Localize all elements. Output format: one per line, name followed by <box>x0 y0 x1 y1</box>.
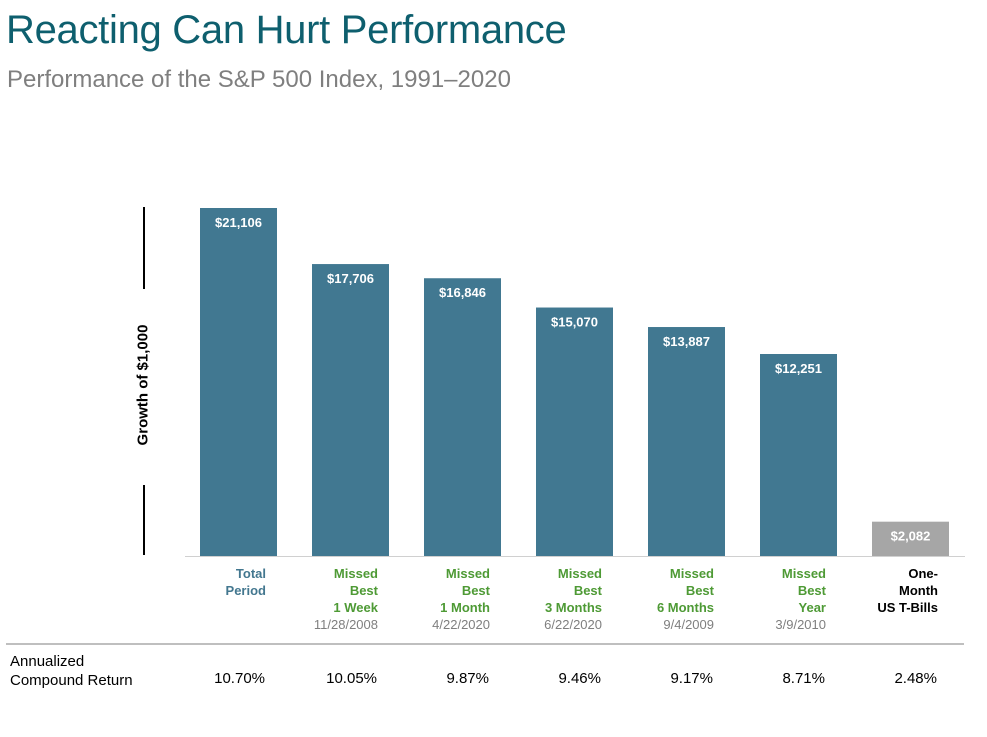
category-label-5-line-3: 6 Months <box>656 600 714 615</box>
category-label-4: Missed Best 3 Months 6/22/2020 <box>482 565 602 633</box>
bar-6 <box>760 354 837 556</box>
annualized-return-6: 8.71% <box>782 670 825 687</box>
category-label-1-line-2: Period <box>225 583 266 598</box>
category-label-4-line-1: Missed <box>557 566 602 581</box>
bar-chart: $21,106 $17,706 $16,846 $15,070 $13,887 $12,2… <box>185 208 965 557</box>
category-label-4-line-2: Best <box>573 583 602 598</box>
category-label-1: Total Period <box>146 565 266 599</box>
bar-7 <box>872 521 949 556</box>
category-label-4-line-3: 3 Months <box>544 600 602 615</box>
category-label-3-line-1: Missed <box>445 566 490 581</box>
page-title: Reacting Can Hurt Performance <box>6 8 567 52</box>
category-date-2: 11/28/2008 <box>313 617 378 632</box>
category-label-7: One- Month US T-Bills <box>818 565 938 616</box>
annualized-label: Annualized Compound Return <box>10 652 133 690</box>
annualized-return-5: 9.17% <box>670 670 713 687</box>
bar-value-label-1: $21,106 <box>215 215 262 230</box>
bar-4 <box>536 307 613 556</box>
divider-line <box>6 643 964 645</box>
category-label-2-line-2: Best <box>349 583 378 598</box>
bar-2 <box>312 264 389 556</box>
category-label-6-line-3: Year <box>798 600 826 615</box>
category-label-1-line-1: Total <box>235 566 266 581</box>
category-date-6: 3/9/2010 <box>775 617 826 632</box>
annualized-return-2: 10.05% <box>326 670 377 687</box>
annualized-return-7: 2.48% <box>894 670 937 687</box>
bar-value-label-6: $12,251 <box>775 361 822 376</box>
annualized-label-line-1: Annualized <box>10 653 85 670</box>
category-label-7-line-3: US T-Bills <box>877 600 938 615</box>
category-label-7-line-1: One- <box>908 566 938 581</box>
bar-value-label-2: $17,706 <box>327 271 374 286</box>
annualized-return-4: 9.46% <box>558 670 601 687</box>
annualized-return-1: 10.70% <box>214 670 265 687</box>
category-label-2: Missed Best 1 Week 11/28/2008 <box>258 565 378 633</box>
category-label-2-line-1: Missed <box>333 566 378 581</box>
category-date-3: 4/22/2020 <box>432 617 490 632</box>
category-label-2-line-3: 1 Week <box>333 600 378 615</box>
category-label-7-line-2: Month <box>899 583 938 598</box>
category-label-6-line-1: Missed <box>781 566 826 581</box>
category-label-3-line-2: Best <box>461 583 490 598</box>
category-label-5-line-2: Best <box>685 583 714 598</box>
bar-value-label-3: $16,846 <box>439 285 486 300</box>
bar-1 <box>200 208 277 556</box>
category-label-5-line-1: Missed <box>669 566 714 581</box>
category-date-4: 6/22/2020 <box>544 617 602 632</box>
bar-value-label-7: $2,082 <box>891 529 931 544</box>
category-label-3-line-3: 1 Month <box>440 600 490 615</box>
bar-value-label-5: $13,887 <box>663 334 710 349</box>
bar-value-label-4: $15,070 <box>551 315 598 330</box>
y-axis-bracket-top <box>143 207 145 289</box>
bar-3 <box>424 278 501 556</box>
category-date-5: 9/4/2009 <box>663 617 714 632</box>
y-axis-bracket-bottom <box>143 485 145 555</box>
category-label-6: Missed Best Year 3/9/2010 <box>706 565 826 633</box>
annualized-return-3: 9.87% <box>446 670 489 687</box>
category-label-6-line-2: Best <box>797 583 826 598</box>
annualized-label-line-2: Compound Return <box>10 672 133 689</box>
page-subtitle: Performance of the S&P 500 Index, 1991–2… <box>7 66 511 93</box>
category-label-3: Missed Best 1 Month 4/22/2020 <box>370 565 490 633</box>
category-label-5: Missed Best 6 Months 9/4/2009 <box>594 565 714 633</box>
bar-5 <box>648 327 725 556</box>
